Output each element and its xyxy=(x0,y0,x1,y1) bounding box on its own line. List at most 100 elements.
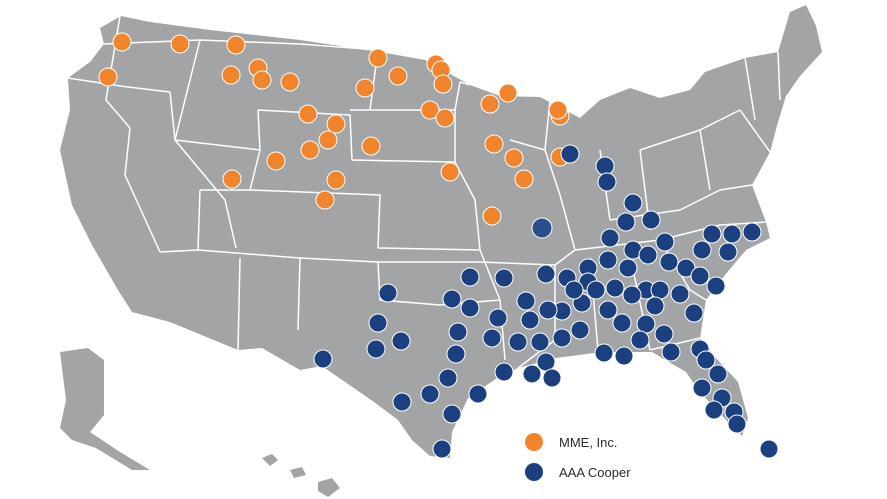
aaa-terminal-dot xyxy=(598,250,618,270)
mme-terminal-dot xyxy=(326,170,346,190)
state-border-line xyxy=(237,257,241,351)
mme-terminal-dot xyxy=(514,169,534,189)
state-border-line xyxy=(454,81,471,111)
aaa-terminal-dot xyxy=(536,352,556,372)
mme-terminal-dot xyxy=(98,67,118,87)
aaa-terminal-dot xyxy=(616,212,636,232)
aaa-terminal-dot xyxy=(530,332,550,352)
mme-terminal-dot xyxy=(361,136,381,156)
state-border-line xyxy=(350,109,456,163)
aaa-terminal-dot xyxy=(718,242,738,262)
aaa-terminal-dot xyxy=(460,267,480,287)
aaa-terminal-dot xyxy=(670,284,690,304)
aaa-terminal-dot xyxy=(661,342,681,362)
mme-terminal-dot xyxy=(300,140,320,160)
mme-terminal-dot xyxy=(368,48,388,68)
legend-aaa-label: AAA Cooper xyxy=(559,464,631,480)
mme-terminal-dot xyxy=(435,108,455,128)
aaa-terminal-dot xyxy=(759,439,779,459)
aaa-terminal-dot xyxy=(623,193,643,213)
state-border-line xyxy=(124,127,161,253)
mme-terminal-dot xyxy=(433,74,453,94)
aaa-terminal-dot xyxy=(516,291,536,311)
aaa-terminal-dot xyxy=(468,384,488,404)
aaa-terminal-dot xyxy=(570,320,590,340)
aaa-terminal-dot xyxy=(531,217,553,239)
mme-terminal-dot xyxy=(170,34,190,54)
aaa-terminal-dot xyxy=(586,280,606,300)
us-landmass xyxy=(60,5,822,497)
aaa-terminal-dot xyxy=(488,308,508,328)
aaa-terminal-dot xyxy=(442,289,462,309)
aaa-terminal-dot xyxy=(692,240,712,260)
state-border-line xyxy=(103,39,379,51)
aaa-terminal-dot xyxy=(508,332,528,352)
mme-terminal-dot xyxy=(221,65,241,85)
contiguous-us-shape xyxy=(60,5,822,458)
mme-terminal-dots xyxy=(98,32,570,226)
mme-swatch xyxy=(525,433,543,451)
aaa-terminal-dot xyxy=(722,224,742,244)
aaa-terminal-dot xyxy=(536,264,556,284)
mme-terminal-dot xyxy=(318,130,338,150)
state-border-line xyxy=(249,189,381,249)
aaa-terminal-dot xyxy=(313,349,333,369)
aaa-terminal-dot xyxy=(438,368,458,388)
mme-terminal-dot xyxy=(266,151,286,171)
aaa-terminal-dot xyxy=(706,276,726,296)
state-border-line xyxy=(257,109,353,161)
aaa-terminal-dot xyxy=(392,392,412,412)
aaa-terminal-dot xyxy=(482,328,502,348)
aaa-terminal-dot xyxy=(690,266,710,286)
legend-mme-label: MME, Inc. xyxy=(559,434,618,450)
mme-terminal-dot xyxy=(252,70,272,90)
legend-aaa: AAA Cooper xyxy=(525,463,631,481)
aaa-terminal-dot xyxy=(645,296,665,316)
aaa-terminal-dot xyxy=(552,328,572,348)
mme-terminal-dot xyxy=(280,72,300,92)
state-border-line xyxy=(174,39,201,141)
mme-terminal-dot xyxy=(226,35,246,55)
aaa-terminal-dot xyxy=(696,350,716,370)
aaa-terminal-dot xyxy=(605,278,625,298)
mme-terminal-dot xyxy=(440,162,460,182)
state-border-line xyxy=(744,57,756,121)
aaa-terminal-dot xyxy=(630,330,650,350)
aaa-terminal-dot xyxy=(494,362,514,382)
aaa-terminal-dot xyxy=(560,144,580,164)
state-border-line xyxy=(169,91,237,249)
aaa-terminal-dot xyxy=(446,344,466,364)
aaa-terminal-dot xyxy=(742,222,762,242)
aaa-terminal-dot xyxy=(684,303,704,323)
aaa-terminal-dot xyxy=(638,245,658,265)
aaa-terminal-dot xyxy=(704,400,724,420)
aaa-terminal-dot xyxy=(595,156,615,176)
mme-terminal-dot xyxy=(548,100,568,120)
aaa-terminal-dots xyxy=(313,144,779,459)
aaa-terminal-dot xyxy=(659,252,679,272)
aaa-terminal-dot xyxy=(597,172,617,192)
aaa-terminal-dot xyxy=(594,343,614,363)
mme-terminal-dot xyxy=(480,94,500,114)
aaa-terminal-dot xyxy=(442,404,462,424)
mme-terminal-dot xyxy=(326,114,346,134)
aaa-terminal-dot xyxy=(655,232,675,252)
state-border-line xyxy=(739,109,771,153)
mme-terminal-dot xyxy=(112,32,132,52)
aaa-terminal-dot xyxy=(494,268,514,288)
aaa-terminal-dot xyxy=(522,364,542,384)
aaa-terminal-dot xyxy=(654,324,674,344)
aaa-terminal-dot xyxy=(727,414,747,434)
mme-terminal-dot xyxy=(482,206,502,226)
aaa-terminal-dot xyxy=(702,224,722,244)
mme-terminal-dot xyxy=(388,66,408,86)
mme-terminal-dot xyxy=(298,104,318,124)
hawaii-island-3 xyxy=(318,478,340,497)
aaa-terminal-dot xyxy=(432,439,452,459)
mme-terminal-dot xyxy=(222,169,242,189)
aaa-terminal-dot xyxy=(391,331,411,351)
aaa-terminal-dot xyxy=(598,300,618,320)
aaa-terminal-dot xyxy=(378,283,398,303)
